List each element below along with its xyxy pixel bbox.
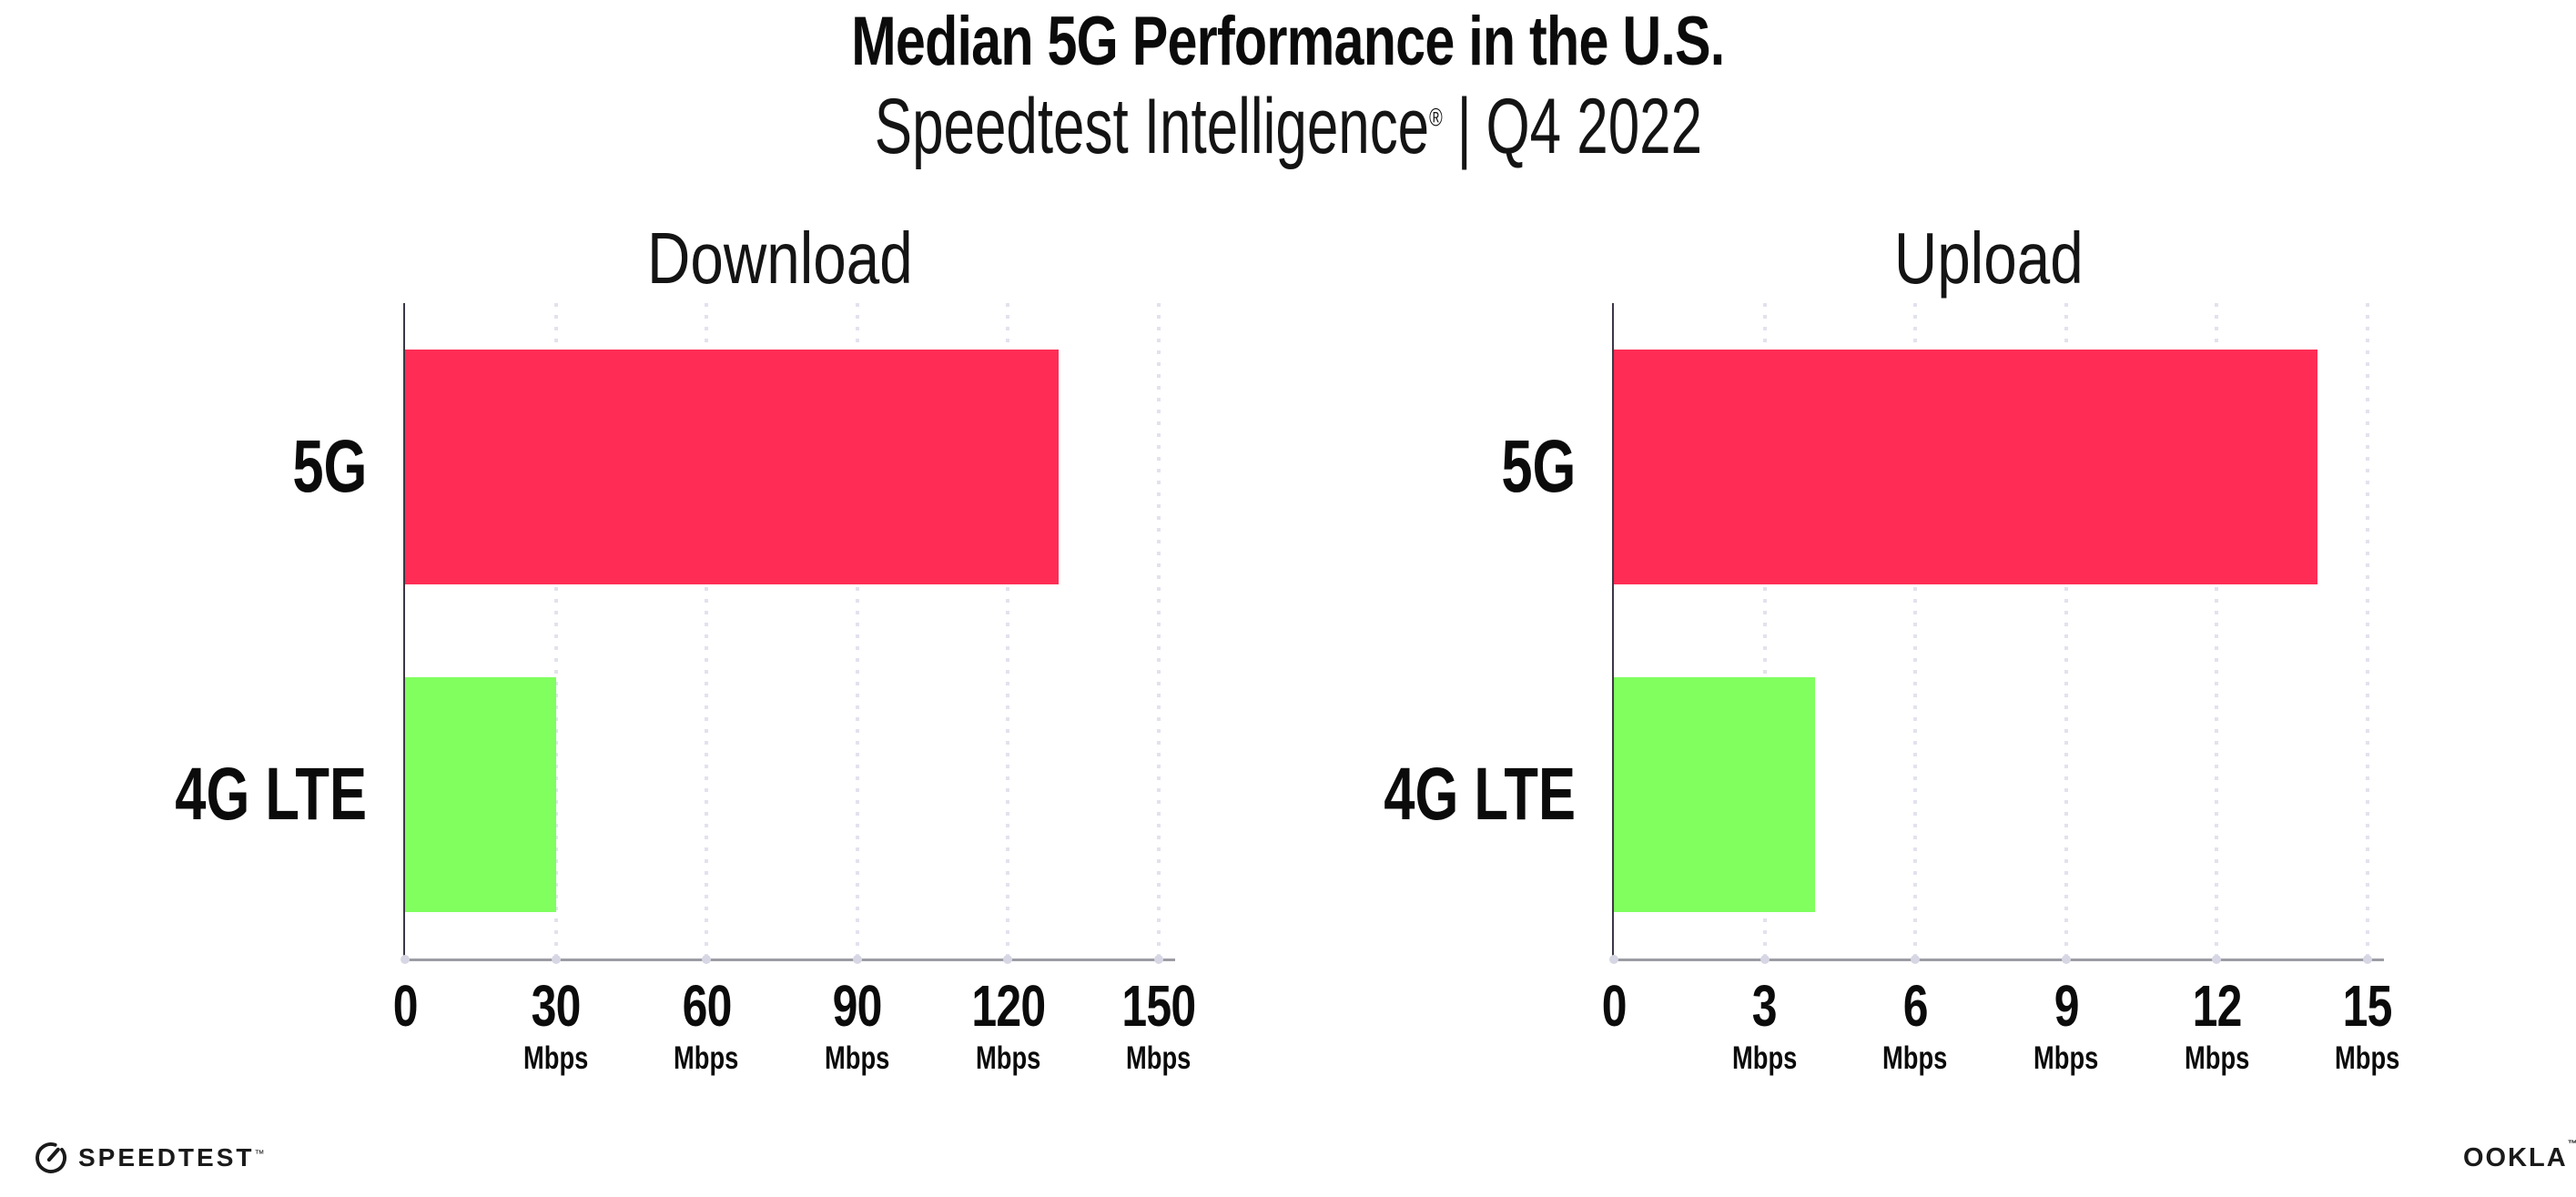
- x-tick-number: 15: [2343, 973, 2393, 1039]
- gridline-90-mbps: [855, 303, 859, 959]
- x-tick-label: 30 Mbps: [492, 977, 620, 1074]
- axis-tick-dot: [1760, 955, 1770, 964]
- download-plot-area: 0 30 Mbps 60 Mbps 90 Mbps 120 Mbps 150 Mbps 5G 4G LT…: [175, 303, 1196, 1074]
- x-tick-unit: Mbps: [674, 1040, 739, 1076]
- ookla-logo-text: OOKLA: [2463, 1143, 2568, 1172]
- speedtest-logo: SPEEDTEST ™: [35, 1140, 264, 1176]
- x-tick-unit: Mbps: [2184, 1040, 2250, 1076]
- x-tick-unit: Mbps: [1126, 1040, 1192, 1076]
- ookla-logo: OOKLA™: [2463, 1140, 2576, 1173]
- page-title: Median 5G Performance in the U.S.: [851, 3, 1725, 80]
- download-chart-title: Download: [647, 218, 913, 299]
- x-tick-number: 3: [1752, 973, 1778, 1039]
- axis-tick-dot: [852, 955, 862, 964]
- x-tick-number: 12: [2192, 973, 2242, 1039]
- x-tick-label: 0: [341, 977, 469, 1035]
- x-tick-label: 3 Mbps: [1701, 977, 1829, 1074]
- x-tick-label: 15 Mbps: [2304, 977, 2431, 1074]
- subtitle-brand: Speedtest Intelligence: [874, 83, 1429, 170]
- axis-tick-dot: [702, 955, 712, 964]
- page-subtitle: Speedtest Intelligence® | Q4 2022: [0, 87, 2576, 166]
- gridline-30-mbps: [553, 303, 558, 959]
- upload-plot-area: 0 3 Mbps 6 Mbps 9 Mbps 12 Mbps 15 Mbps 5G 4G LTE: [1384, 303, 2400, 1074]
- x-tick-number: 90: [832, 973, 883, 1039]
- axis-tick-dot: [401, 955, 410, 964]
- speedtest-trademark: ™: [254, 1148, 265, 1160]
- x-tick-unit: Mbps: [1731, 1040, 1798, 1076]
- x-tick-unit: Mbps: [2033, 1040, 2099, 1076]
- gridline-60-mbps: [705, 303, 709, 959]
- ookla-trademark: ™: [2567, 1139, 2576, 1150]
- gridline-3-mbps: [1762, 303, 1767, 959]
- category-label-4g-lte: 4G LTE: [175, 753, 367, 836]
- axis-tick-dot: [1003, 955, 1013, 964]
- x-tick-number: 120: [970, 973, 1046, 1039]
- x-tick-unit: Mbps: [2335, 1040, 2400, 1076]
- x-tick-unit: Mbps: [1882, 1040, 1948, 1076]
- axis-tick-dot: [551, 955, 561, 964]
- x-tick-label: 12 Mbps: [2153, 977, 2280, 1074]
- x-tick-number: 60: [682, 973, 732, 1039]
- x-tick-label: 0: [1550, 977, 1678, 1035]
- category-label-5g: 5G: [291, 425, 367, 508]
- axis-tick-dot: [1154, 955, 1163, 964]
- x-tick-number: 0: [392, 973, 419, 1039]
- x-tick-number: 0: [1601, 973, 1628, 1039]
- x-tick-label: 90 Mbps: [794, 977, 921, 1074]
- upload-chart-title: Upload: [1894, 218, 2084, 299]
- x-tick-label: 60 Mbps: [643, 977, 770, 1074]
- axis-tick-dot: [2363, 955, 2372, 964]
- speedtest-logo-text: SPEEDTEST: [78, 1143, 255, 1172]
- bar-upload-4g-lte: [1614, 677, 1815, 912]
- x-tick-number: 30: [531, 973, 582, 1039]
- x-tick-label: 9 Mbps: [2003, 977, 2130, 1074]
- x-axis-line: [1612, 959, 2384, 961]
- x-tick-label: 120 Mbps: [944, 977, 1071, 1074]
- gridline-12-mbps: [2215, 303, 2219, 959]
- gridline-15-mbps: [2366, 303, 2369, 959]
- bar-download-4g-lte: [405, 677, 556, 912]
- subtitle-period: Q4 2022: [1486, 83, 1702, 170]
- category-label-4g-lte: 4G LTE: [1384, 753, 1576, 836]
- bar-download-5g: [405, 350, 1059, 584]
- bar-upload-5g: [1614, 350, 2317, 584]
- x-axis-line: [403, 959, 1175, 961]
- gridline-120-mbps: [1006, 303, 1010, 959]
- gridline-6-mbps: [1913, 303, 1918, 959]
- category-label-5g: 5G: [1500, 425, 1576, 508]
- x-tick-unit: Mbps: [975, 1040, 1041, 1076]
- x-tick-unit: Mbps: [825, 1040, 890, 1076]
- axis-tick-dot: [1911, 955, 1921, 964]
- axis-tick-dot: [2061, 955, 2071, 964]
- speedtest-gauge-icon: [35, 1142, 66, 1173]
- axis-tick-dot: [2212, 955, 2222, 964]
- gridline-150-mbps: [1157, 303, 1161, 959]
- registered-trademark-symbol: ®: [1428, 103, 1443, 132]
- x-tick-unit: Mbps: [522, 1040, 589, 1076]
- axis-tick-dot: [1609, 955, 1618, 964]
- x-tick-number: 9: [2054, 973, 2079, 1039]
- x-tick-number: 150: [1121, 973, 1197, 1039]
- gridline-9-mbps: [2064, 303, 2068, 959]
- x-tick-label: 6 Mbps: [1851, 977, 1979, 1074]
- x-tick-number: 6: [1902, 973, 1929, 1039]
- x-tick-label: 150 Mbps: [1095, 977, 1222, 1074]
- subtitle-separator: |: [1456, 83, 1472, 170]
